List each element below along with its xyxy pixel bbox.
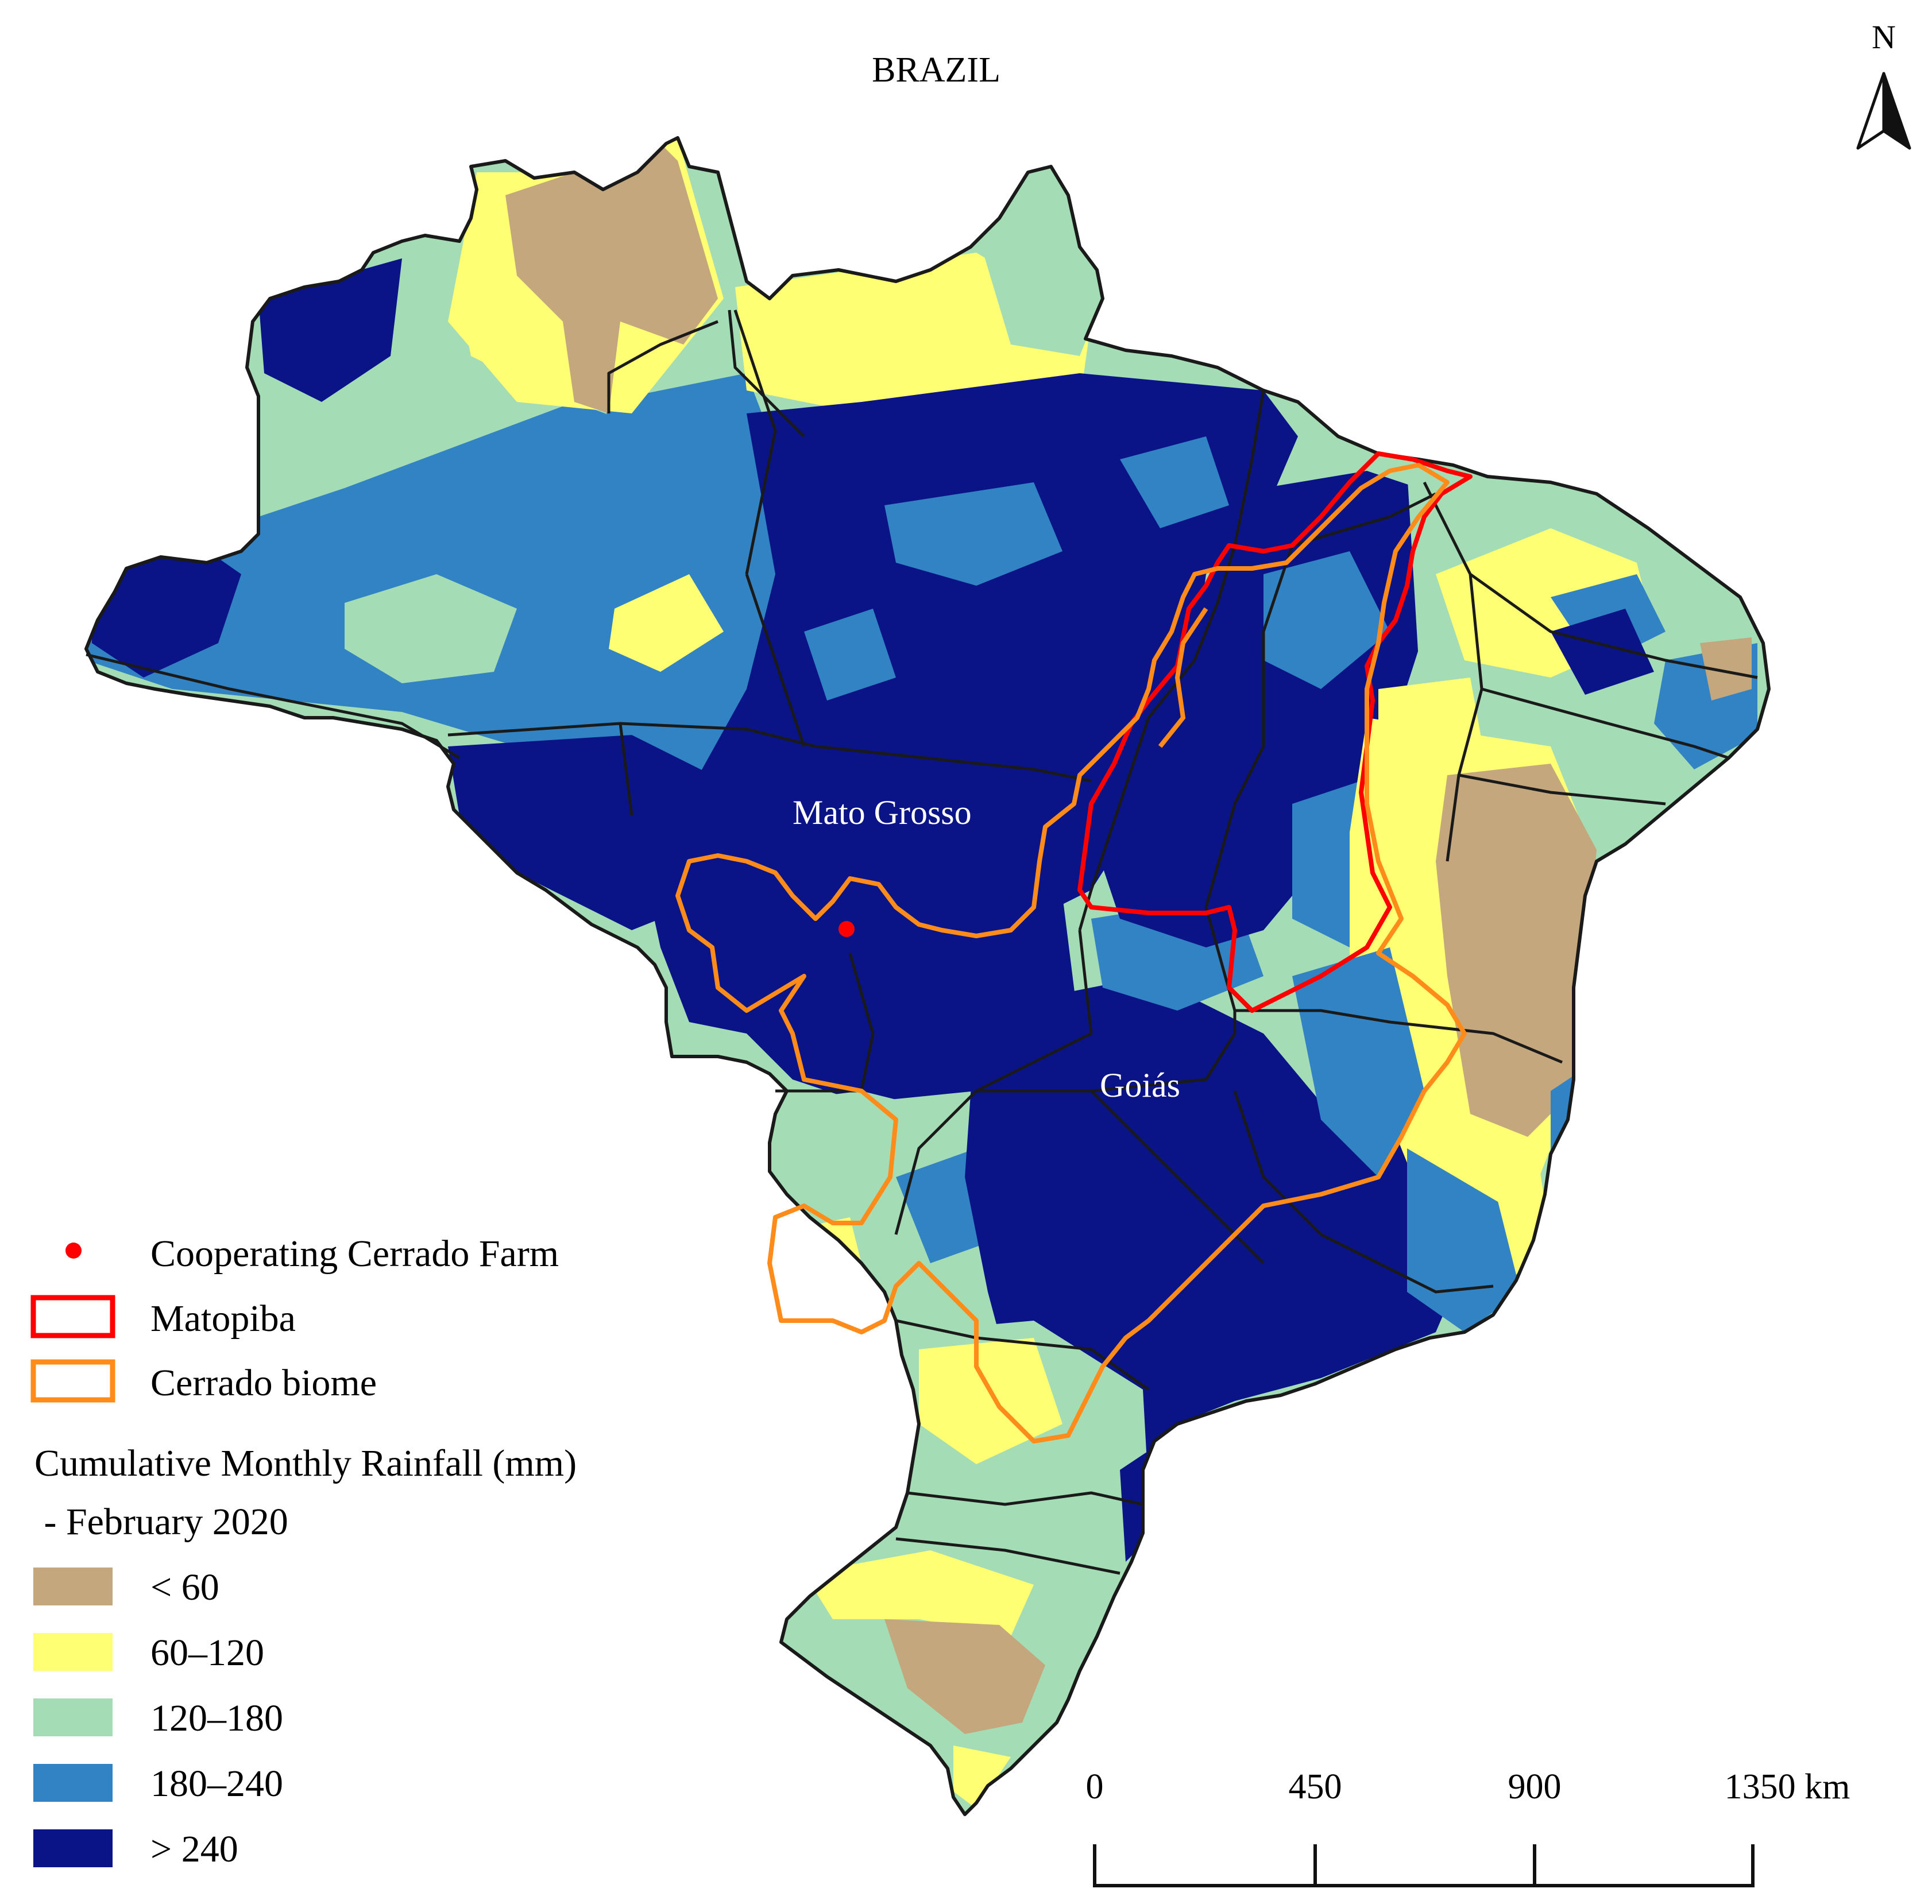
- rainfall-zone-west-light: [345, 574, 517, 683]
- scale-label-1350: 1350 km: [1725, 1767, 1850, 1806]
- state-border-santa-catarina: [907, 1491, 1143, 1506]
- state-border-para-tocantins: [1078, 390, 1265, 931]
- rainfall-zone-rio-grande-dry: [884, 1619, 1045, 1734]
- rainfall-zone-rio-grande-yellow: [804, 1550, 1034, 1636]
- rainfall-zone-amazon-mid: [603, 373, 793, 517]
- state-border-goias-north: [976, 1011, 1237, 1093]
- state-border-maranhao-north: [1292, 492, 1437, 547]
- place-label-goias: Goiás: [1100, 1066, 1180, 1104]
- legend-swatch-0: [33, 1568, 113, 1605]
- legend-class-label-4: > 240: [150, 1828, 238, 1870]
- legend-rainfall-subtitle: - February 2020: [34, 1501, 288, 1543]
- north-label: N: [1872, 18, 1896, 56]
- rainfall-zone-center-west-yellow: [609, 574, 724, 672]
- state-border-bahia-minas: [1235, 1009, 1563, 1064]
- cerrado-inner-arm: [1158, 607, 1208, 748]
- state-borders: [86, 309, 1758, 1575]
- state-border-mato-grosso-west: [775, 953, 875, 1093]
- rainfall-zone-matopiba-patch: [1263, 551, 1390, 689]
- state-border-rio-grande: [895, 1537, 1120, 1575]
- rainfall-zone-east-tip-dry: [1700, 637, 1752, 701]
- state-border-para-mt: [815, 745, 1092, 783]
- place-label-mato-grosso: Mato Grosso: [793, 794, 972, 831]
- rainfall-zone-minas-north: [1292, 947, 1424, 1177]
- legend-farm-symbol: [65, 1243, 82, 1259]
- rainfall-zone-northeast-deep: [1551, 609, 1654, 695]
- legend-swatch-1: [33, 1633, 113, 1671]
- cerrado-outline: [675, 463, 1467, 1444]
- state-border-roraima-south: [607, 320, 718, 413]
- state-border-pernambuco: [1481, 687, 1729, 760]
- matopiba-outline: [1077, 451, 1473, 1013]
- state-border-parana-north: [895, 1319, 1150, 1391]
- legend-class-label-2: 120–180: [150, 1697, 283, 1739]
- state-border-rondonia-north: [620, 722, 816, 748]
- legend-matopiba-label: Matopiba: [150, 1298, 296, 1340]
- legend-class-label-1: 60–120: [150, 1632, 264, 1674]
- legend-class-label-0: < 60: [150, 1566, 219, 1608]
- scale-label-450: 450: [1289, 1767, 1342, 1806]
- state-border-amazonas-para: [745, 574, 806, 747]
- legend-matopiba-symbol: [30, 1295, 115, 1338]
- state-border-acre: [86, 653, 461, 760]
- country-outline: [84, 136, 1771, 1816]
- rainfall-zone-amazon-patch-c: [804, 609, 896, 701]
- rainfall-zone-amapa: [976, 184, 1103, 356]
- scale-label-900: 900: [1508, 1767, 1562, 1806]
- legend-swatch-3: [33, 1764, 113, 1802]
- state-border-minas-south: [1233, 1090, 1494, 1294]
- rainfall-zone-bahia-dry: [1436, 764, 1597, 1137]
- legend-swatch-4: [33, 1829, 113, 1867]
- state-border-para-west: [733, 309, 777, 575]
- state-border-amapa-west: [728, 309, 805, 438]
- legend-class-label-3: 180–240: [150, 1763, 283, 1805]
- state-border-tocantins-maranhao: [1204, 545, 1294, 1011]
- legend-cerrado-symbol: [30, 1359, 115, 1403]
- rainfall-zone-west-edge: [92, 534, 241, 678]
- cooperating-farm-marker: [839, 921, 855, 937]
- legend-rainfall-title: Cumulative Monthly Rainfall (mm): [34, 1442, 577, 1484]
- legend-cerrado-label: Cerrado biome: [150, 1362, 377, 1404]
- north-arrow: N: [1856, 18, 1911, 150]
- rainfall-zone-south-tip: [953, 1746, 1011, 1809]
- state-border-ceara: [1469, 572, 1758, 679]
- rainfall-zone-sao-paulo: [1120, 1234, 1436, 1470]
- state-border-alagoas: [1458, 773, 1666, 806]
- scale-label-0: 0: [1086, 1767, 1104, 1806]
- legend-swatch-2: [33, 1698, 113, 1736]
- rainfall-zone-amazon-patch-b: [1120, 436, 1229, 528]
- legend-farm-label: Cooperating Cerrado Farm: [150, 1233, 559, 1275]
- scale-bar-line: [1093, 1844, 1755, 1887]
- north-arrow-icon: [1856, 72, 1911, 150]
- map-title: BRAZIL: [872, 51, 1000, 90]
- rainfall-zone-mato-grosso: [632, 792, 1080, 1102]
- scale-bar: 0 450 900 1350 km: [1086, 1767, 1850, 1887]
- legend-rainfall-classes: < 60 60–120 120–180 180–240 > 240: [33, 1566, 283, 1870]
- rainfall-zone-upper-west: [258, 258, 402, 402]
- legend: Cooperating Cerrado Farm Matopiba Cerrad…: [30, 1233, 577, 1870]
- rainfall-zone-roraima-dry: [505, 144, 718, 413]
- rainfall-zone-amazon-patch-a: [884, 482, 1062, 586]
